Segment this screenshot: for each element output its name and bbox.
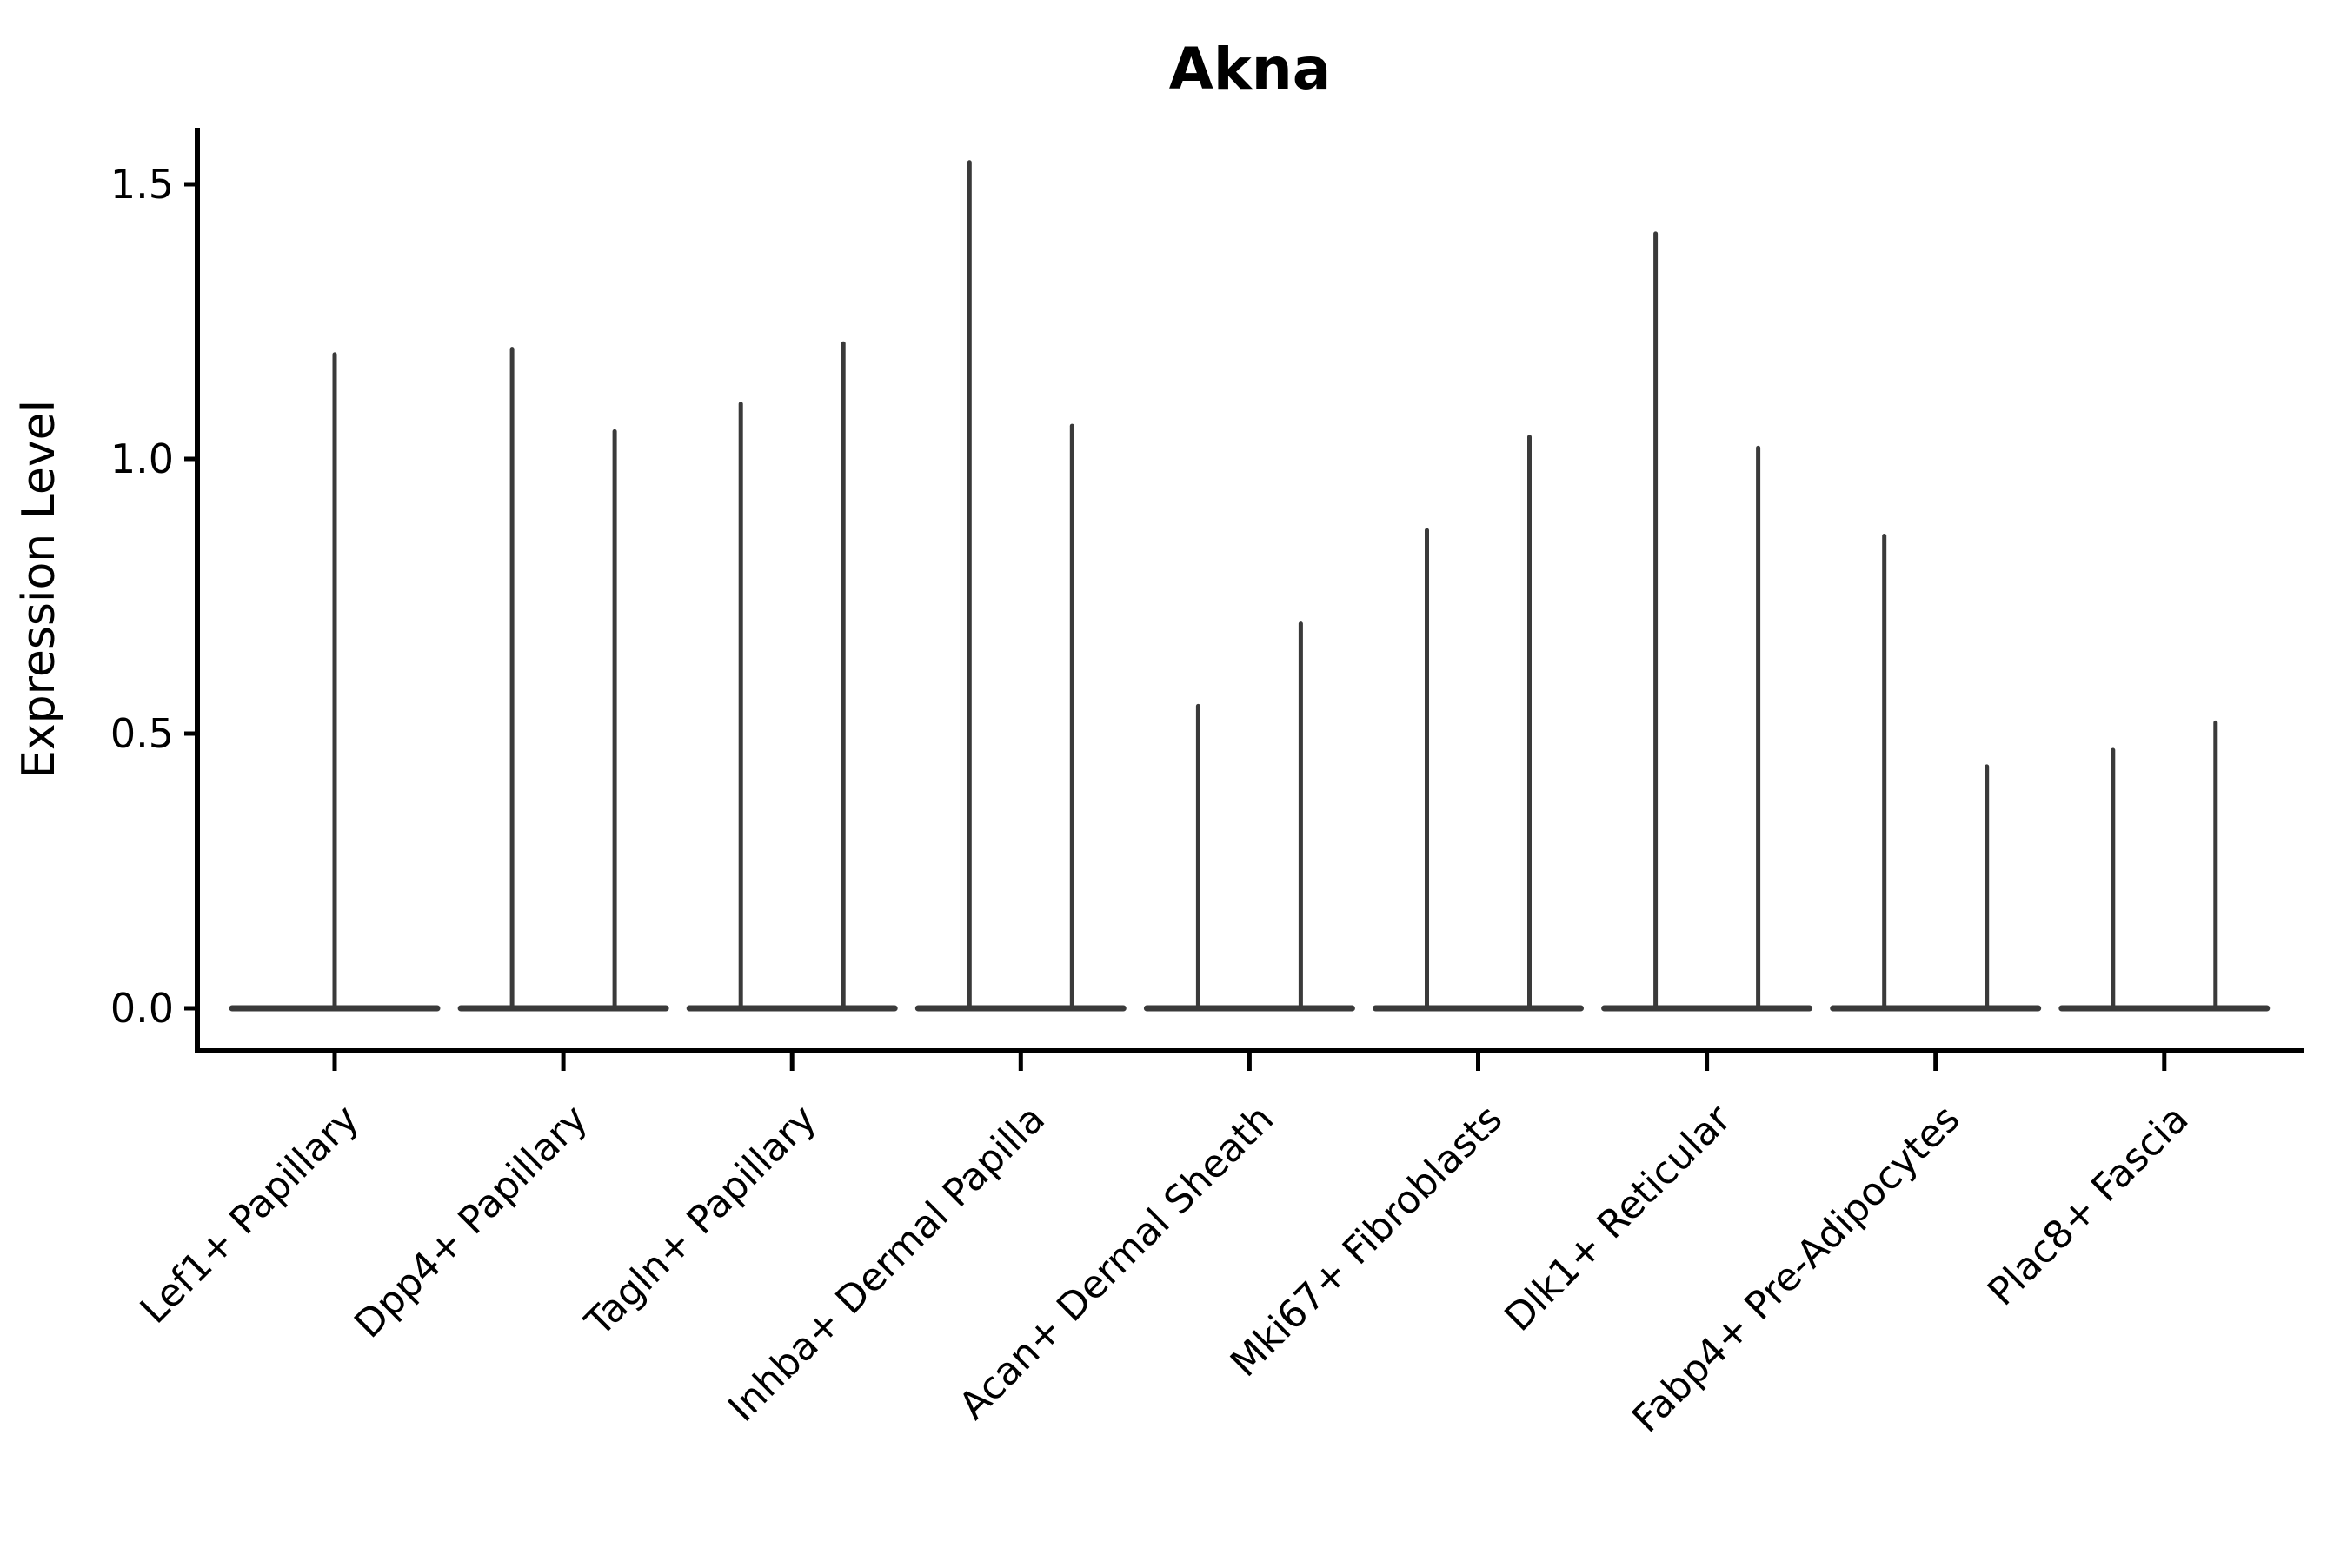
y-tick-label: 0.5 — [110, 710, 174, 757]
y-tick-label: 1.0 — [110, 435, 174, 482]
chart-title: Akna — [1169, 36, 1332, 103]
x-tick-label: Dpp4+ Papillary — [346, 1097, 596, 1347]
x-tick-label: Plac8+ Fascia — [1979, 1097, 2197, 1315]
y-tick-label: 0.0 — [110, 985, 174, 1032]
y-axis-label: Expression Level — [13, 400, 65, 779]
x-tick-label: Tagln+ Papillary — [576, 1097, 825, 1345]
x-tick-label: Lef1+ Papillary — [132, 1097, 368, 1332]
y-tick-label: 1.5 — [110, 161, 174, 208]
x-tick-label: Dlk1+ Reticular — [1496, 1096, 1740, 1340]
